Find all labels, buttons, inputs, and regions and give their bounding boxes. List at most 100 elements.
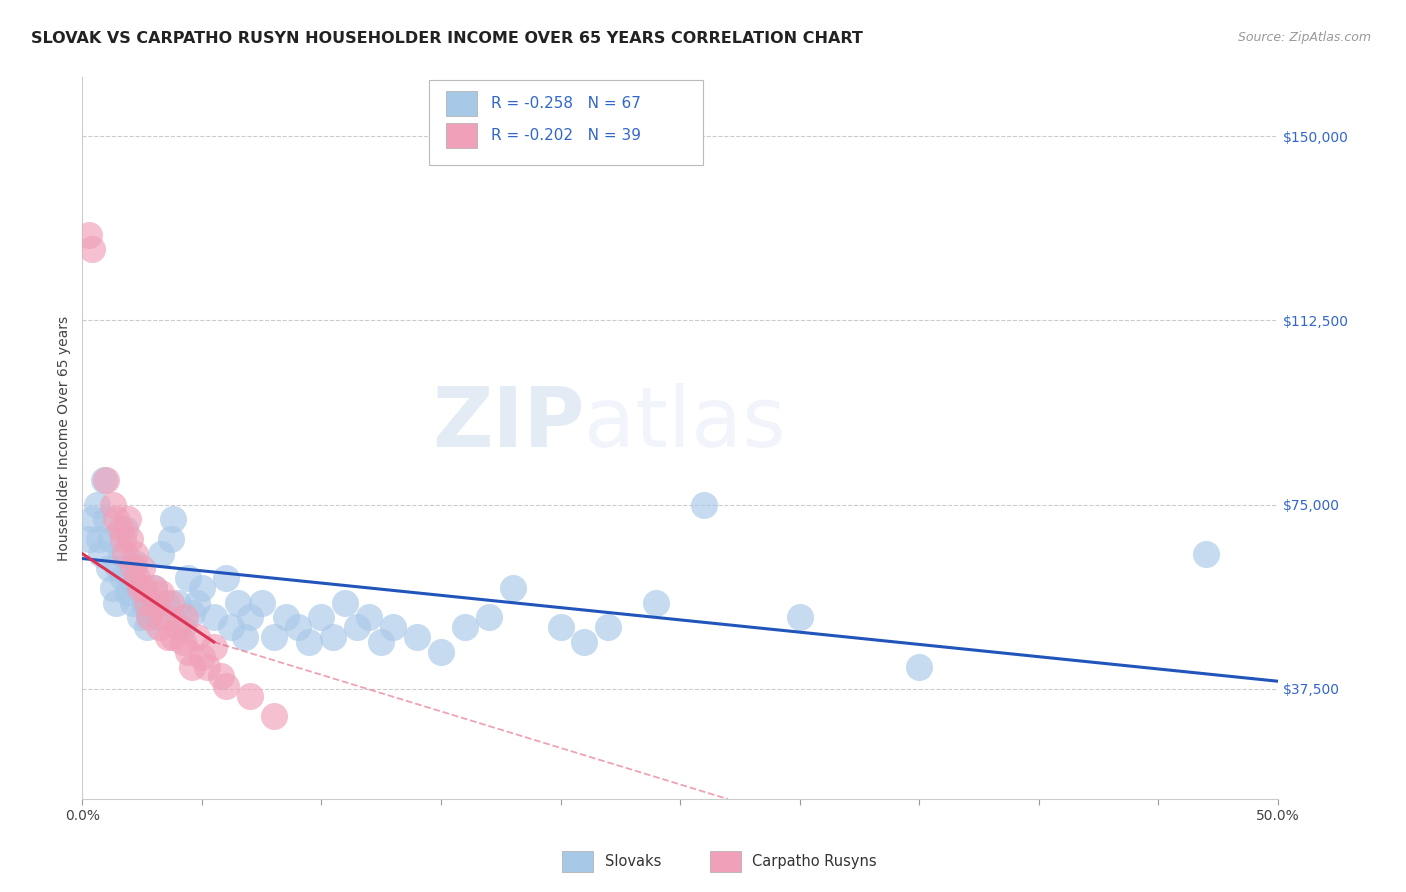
Point bbox=[150, 547, 173, 561]
Point bbox=[346, 620, 368, 634]
Point bbox=[176, 645, 198, 659]
Point bbox=[124, 547, 146, 561]
Point bbox=[103, 498, 125, 512]
Point bbox=[172, 620, 194, 634]
Point bbox=[138, 610, 160, 624]
Point bbox=[145, 596, 167, 610]
Point bbox=[135, 620, 157, 634]
Y-axis label: Householder Income Over 65 years: Householder Income Over 65 years bbox=[58, 316, 72, 561]
Point bbox=[162, 512, 184, 526]
Point bbox=[311, 610, 333, 624]
Point bbox=[181, 659, 204, 673]
Point bbox=[159, 532, 181, 546]
Point bbox=[359, 610, 381, 624]
Point bbox=[250, 596, 273, 610]
Point bbox=[96, 512, 118, 526]
Point bbox=[174, 610, 197, 624]
Point bbox=[143, 581, 166, 595]
Point bbox=[287, 620, 309, 634]
Point bbox=[478, 610, 501, 624]
Text: Slovaks: Slovaks bbox=[605, 854, 661, 869]
Text: Source: ZipAtlas.com: Source: ZipAtlas.com bbox=[1237, 31, 1371, 45]
Point bbox=[127, 581, 149, 595]
Point bbox=[97, 561, 120, 575]
Point bbox=[121, 596, 143, 610]
Point bbox=[502, 581, 524, 595]
Point bbox=[226, 596, 249, 610]
Point bbox=[159, 596, 181, 610]
Text: R = -0.258   N = 67: R = -0.258 N = 67 bbox=[491, 96, 641, 111]
Point bbox=[382, 620, 405, 634]
Point bbox=[155, 596, 177, 610]
Point bbox=[202, 640, 225, 654]
Point bbox=[87, 532, 110, 546]
Point bbox=[191, 581, 214, 595]
Point bbox=[157, 630, 180, 644]
Point bbox=[219, 620, 242, 634]
Point bbox=[110, 522, 132, 536]
Point bbox=[107, 561, 129, 575]
Point bbox=[120, 571, 142, 585]
Text: atlas: atlas bbox=[585, 384, 786, 465]
Point bbox=[172, 635, 194, 649]
Point bbox=[114, 547, 136, 561]
Point bbox=[215, 571, 238, 585]
Point bbox=[111, 532, 134, 546]
Point bbox=[86, 498, 108, 512]
Point bbox=[645, 596, 668, 610]
Point bbox=[134, 581, 156, 595]
Point bbox=[263, 630, 285, 644]
Point bbox=[104, 512, 127, 526]
Point bbox=[117, 512, 139, 526]
Point bbox=[370, 635, 392, 649]
Point bbox=[239, 610, 262, 624]
Point bbox=[114, 522, 136, 536]
Point bbox=[134, 596, 156, 610]
Point bbox=[120, 532, 142, 546]
Point bbox=[79, 532, 101, 546]
Point bbox=[202, 610, 225, 624]
Point bbox=[322, 630, 344, 644]
Point bbox=[90, 547, 112, 561]
Point bbox=[693, 498, 716, 512]
Point bbox=[138, 606, 160, 620]
Point bbox=[454, 620, 477, 634]
Point bbox=[598, 620, 620, 634]
Text: SLOVAK VS CARPATHO RUSYN HOUSEHOLDER INCOME OVER 65 YEARS CORRELATION CHART: SLOVAK VS CARPATHO RUSYN HOUSEHOLDER INC… bbox=[31, 31, 863, 46]
Point bbox=[143, 581, 166, 595]
Point bbox=[80, 512, 103, 526]
Point bbox=[274, 610, 297, 624]
Point bbox=[167, 596, 190, 610]
Point bbox=[908, 659, 931, 673]
Point bbox=[111, 571, 134, 585]
Point bbox=[80, 242, 103, 256]
Point bbox=[406, 630, 429, 644]
Point bbox=[298, 635, 321, 649]
Point bbox=[121, 561, 143, 575]
Text: Carpatho Rusyns: Carpatho Rusyns bbox=[752, 854, 877, 869]
Point bbox=[215, 679, 238, 693]
Point bbox=[209, 669, 232, 683]
Text: R = -0.202   N = 39: R = -0.202 N = 39 bbox=[491, 128, 641, 143]
Point bbox=[1195, 547, 1218, 561]
Point bbox=[155, 610, 177, 624]
Point bbox=[117, 586, 139, 600]
Point bbox=[148, 610, 170, 624]
Point bbox=[103, 581, 125, 595]
Point bbox=[191, 649, 214, 664]
Point bbox=[574, 635, 596, 649]
Point bbox=[186, 596, 208, 610]
Point bbox=[79, 227, 101, 242]
Point bbox=[148, 620, 170, 634]
Point bbox=[150, 586, 173, 600]
Point bbox=[93, 473, 115, 487]
Point bbox=[128, 610, 150, 624]
Point bbox=[195, 659, 218, 673]
Point bbox=[131, 561, 153, 575]
Point bbox=[135, 596, 157, 610]
Point bbox=[233, 630, 256, 644]
Point bbox=[131, 586, 153, 600]
Point bbox=[176, 571, 198, 585]
Point bbox=[124, 557, 146, 571]
Point bbox=[186, 630, 208, 644]
